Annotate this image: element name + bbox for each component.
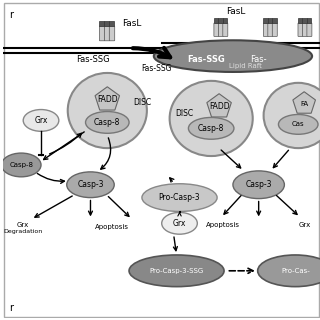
FancyBboxPatch shape [218, 23, 223, 36]
FancyBboxPatch shape [263, 23, 268, 36]
FancyBboxPatch shape [100, 26, 105, 41]
Text: DISC: DISC [133, 98, 151, 107]
Ellipse shape [68, 73, 147, 148]
Text: Fas-SSG: Fas-SSG [141, 65, 172, 74]
Ellipse shape [2, 153, 41, 177]
Text: Grx: Grx [34, 116, 48, 125]
Polygon shape [95, 87, 120, 110]
Ellipse shape [162, 212, 197, 234]
Text: Casp-8: Casp-8 [94, 118, 121, 127]
Ellipse shape [258, 255, 320, 287]
Ellipse shape [142, 184, 217, 212]
Ellipse shape [23, 109, 59, 131]
Bar [302, 18, 307, 23]
Text: Grx: Grx [17, 222, 29, 228]
Text: FasL: FasL [122, 19, 142, 28]
Text: FADD: FADD [209, 102, 229, 111]
Bar [263, 18, 268, 23]
Bar [268, 18, 272, 23]
Bar [214, 18, 218, 23]
Text: DISC: DISC [175, 109, 194, 118]
Text: Fas-SSG: Fas-SSG [187, 55, 225, 64]
Text: Casp-3: Casp-3 [77, 180, 104, 189]
FancyBboxPatch shape [307, 23, 312, 36]
Ellipse shape [188, 117, 234, 139]
Text: FasL: FasL [226, 7, 245, 16]
Text: Apoptosis: Apoptosis [95, 224, 129, 230]
Text: Pro-Cas-: Pro-Cas- [281, 268, 310, 274]
Bar [307, 18, 311, 23]
Text: Pro-Casp-3-SSG: Pro-Casp-3-SSG [149, 268, 204, 274]
Bar [272, 18, 277, 23]
Ellipse shape [278, 115, 318, 134]
Text: FADD: FADD [97, 95, 118, 104]
FancyBboxPatch shape [4, 3, 319, 317]
Text: Casp-8: Casp-8 [198, 124, 224, 133]
Bar [109, 20, 114, 27]
Ellipse shape [129, 255, 224, 287]
Text: Pro-Casp-3: Pro-Casp-3 [159, 193, 200, 202]
Text: Apoptosis: Apoptosis [206, 222, 240, 228]
Ellipse shape [67, 172, 114, 197]
Text: r: r [9, 303, 13, 313]
FancyBboxPatch shape [223, 23, 228, 36]
FancyBboxPatch shape [302, 23, 308, 36]
Bar [100, 20, 104, 27]
Polygon shape [293, 92, 316, 113]
Ellipse shape [170, 81, 253, 156]
FancyBboxPatch shape [268, 23, 273, 36]
Text: Cas: Cas [292, 121, 305, 127]
Text: Lipid Raft: Lipid Raft [229, 63, 262, 69]
Ellipse shape [233, 171, 284, 199]
Text: Degradation: Degradation [4, 229, 43, 234]
Text: Casp-3: Casp-3 [245, 180, 272, 189]
FancyBboxPatch shape [214, 23, 219, 36]
Text: Fas-: Fas- [250, 55, 267, 64]
Text: r: r [9, 10, 13, 20]
Ellipse shape [85, 112, 129, 133]
Ellipse shape [154, 40, 312, 72]
Bar [218, 18, 223, 23]
FancyBboxPatch shape [272, 23, 277, 36]
Bar [223, 18, 227, 23]
Text: FA: FA [300, 100, 308, 107]
Polygon shape [207, 94, 231, 117]
FancyBboxPatch shape [104, 26, 110, 41]
Text: Grx: Grx [173, 219, 186, 228]
Text: Grx: Grx [299, 222, 311, 228]
Text: Casp-8: Casp-8 [9, 162, 33, 168]
Text: Fas-SSG: Fas-SSG [76, 55, 109, 64]
Bar [298, 18, 302, 23]
Bar [104, 20, 109, 27]
Ellipse shape [264, 83, 320, 148]
FancyBboxPatch shape [109, 26, 115, 41]
FancyBboxPatch shape [298, 23, 303, 36]
